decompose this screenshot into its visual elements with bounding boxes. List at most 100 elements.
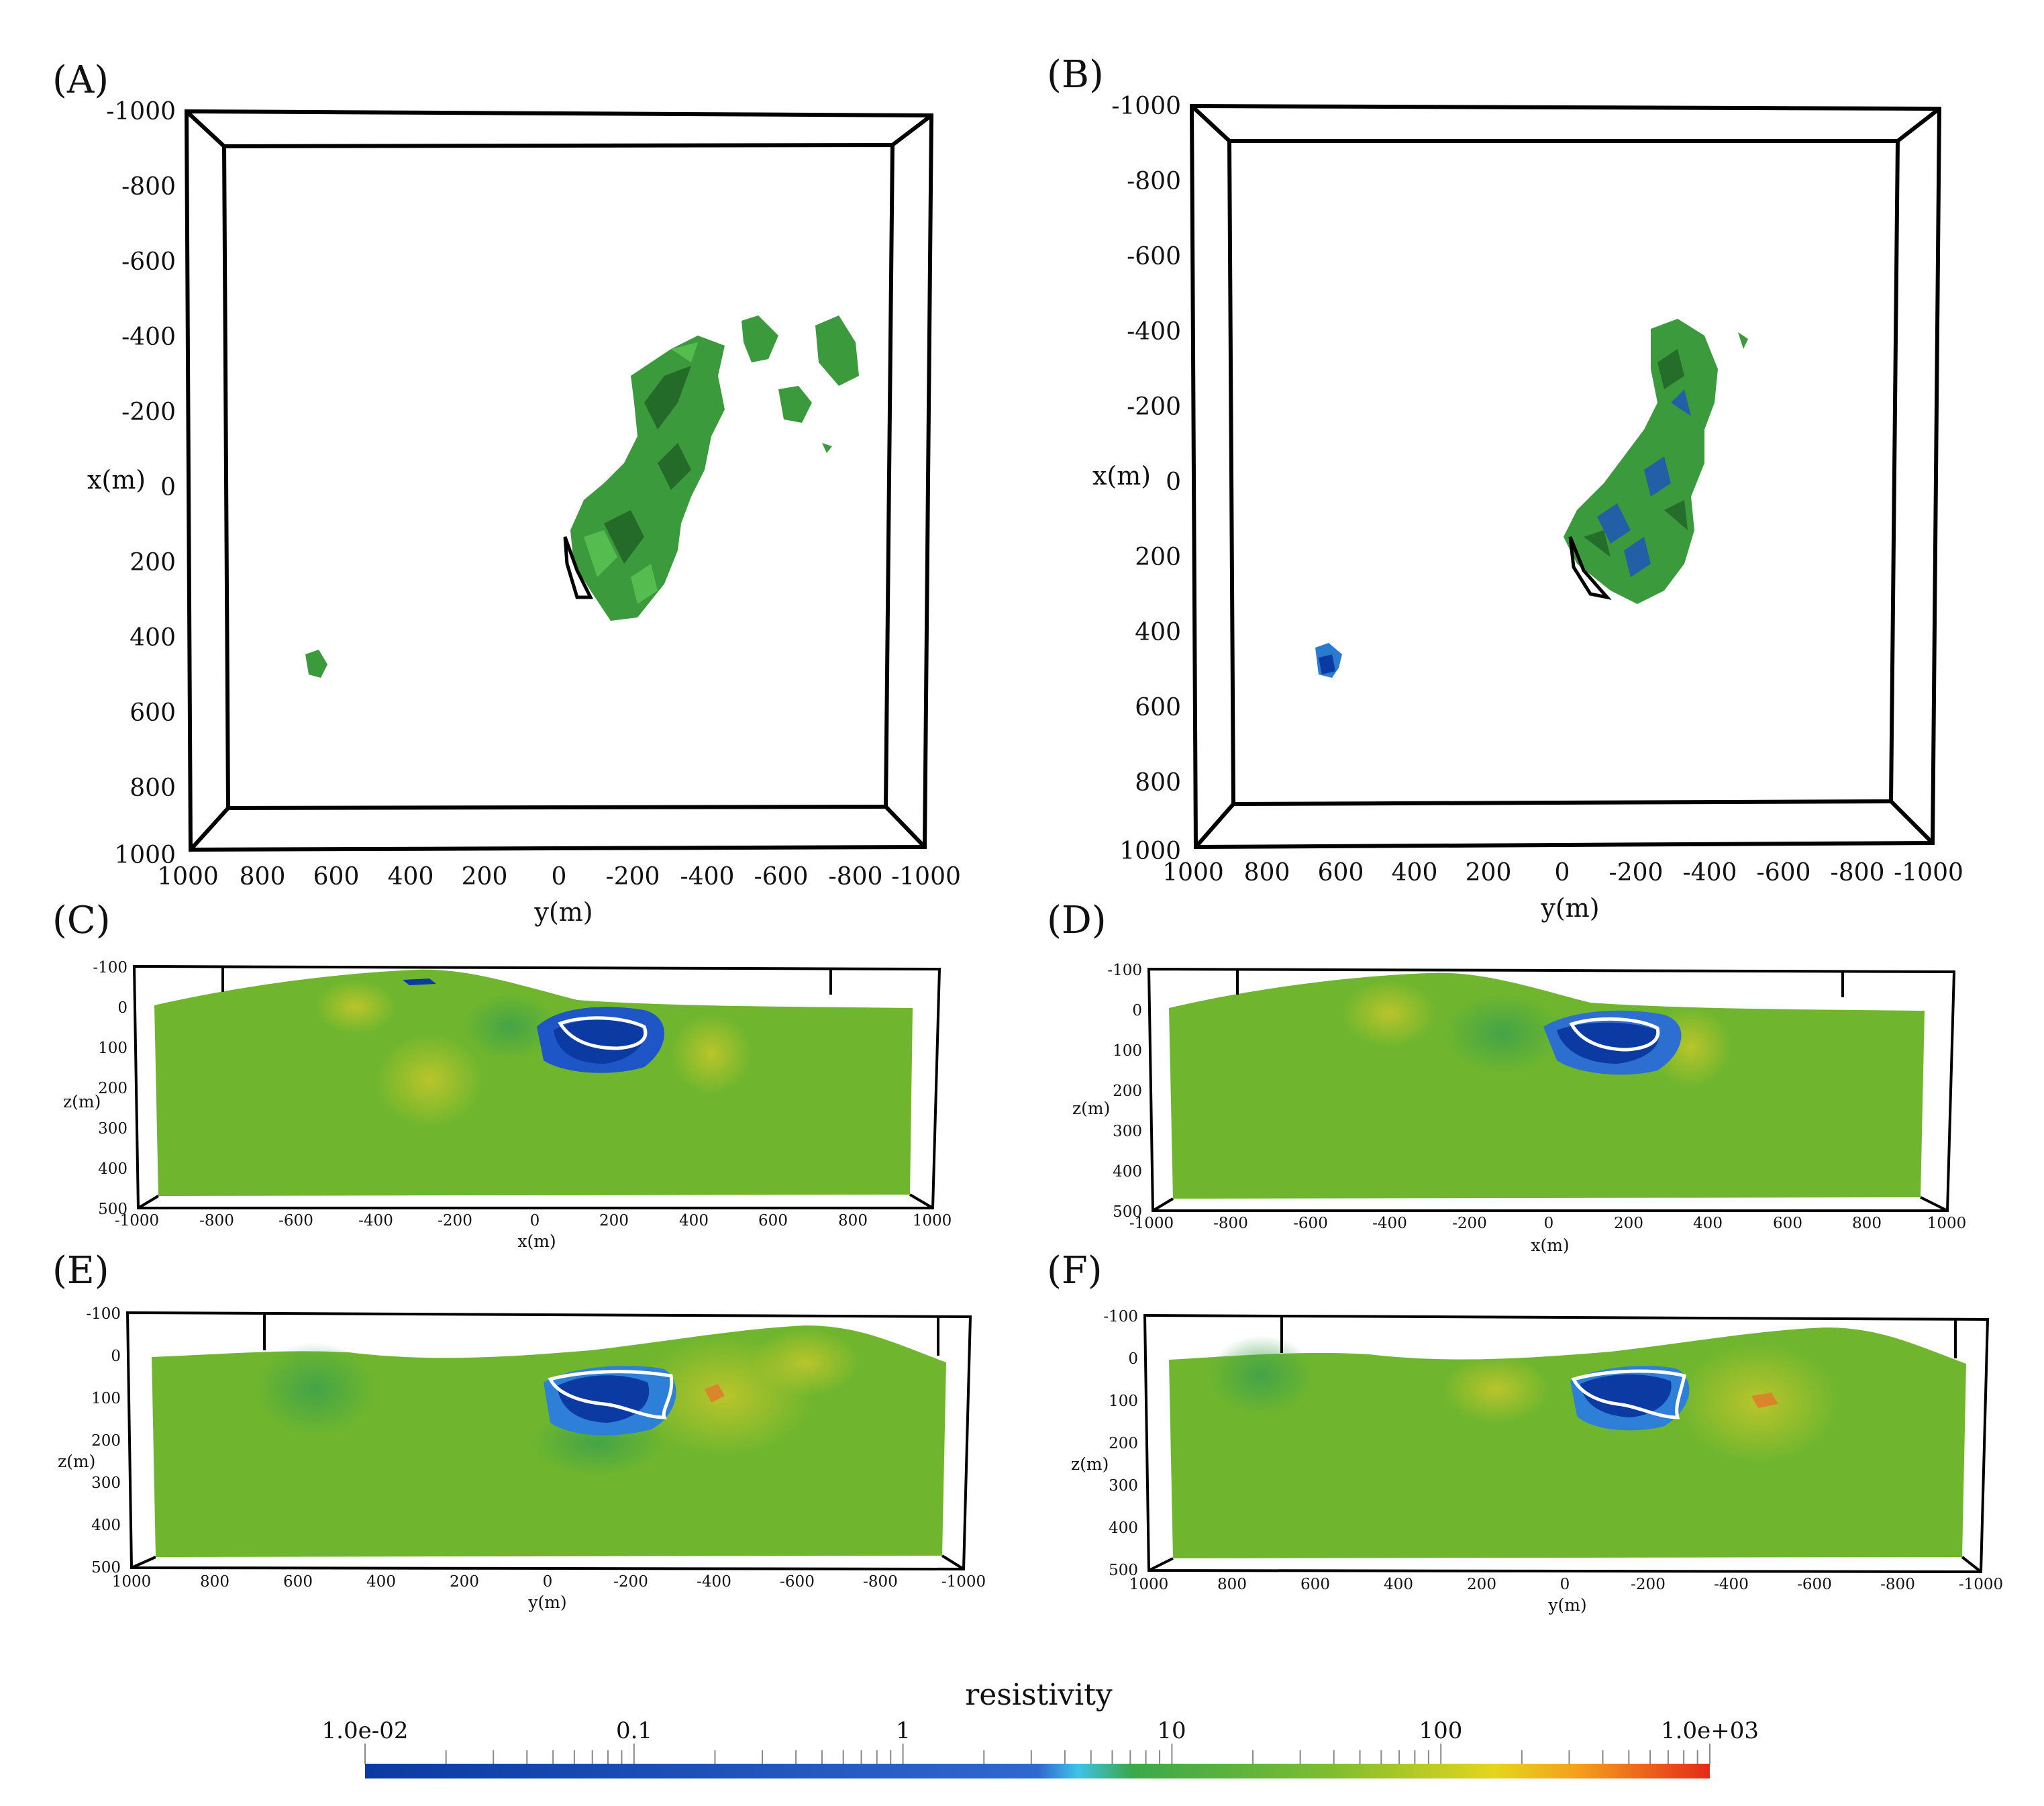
colorbar-gradient: [365, 1764, 1710, 1778]
panel-a-ytick: 400: [388, 863, 434, 891]
panel-f-htick: -800: [1880, 1576, 1915, 1593]
panel-f-label: (F): [1047, 1249, 1103, 1293]
panel-e-zlabel: z(m): [58, 1452, 95, 1471]
panel-b-label: (B): [1047, 53, 1104, 97]
panel-c-htick: 200: [599, 1212, 629, 1230]
panel-c-ztick: 100: [98, 1040, 127, 1057]
panel-b-ytick: -400: [1683, 859, 1737, 887]
colorbar-label: 1.0e+03: [1661, 1717, 1759, 1744]
panel-b-xtick: -400: [1127, 318, 1181, 346]
panel-f-htick: -1000: [1959, 1576, 2003, 1593]
panel-c-ztick: 0: [117, 999, 127, 1017]
colorbar-title: resistivity: [965, 1678, 1113, 1712]
panel-a-ytick: -1000: [891, 863, 961, 891]
colorbar-ticks: [364, 1744, 1710, 1764]
panel-c-htick: 1000: [913, 1212, 952, 1230]
panel-d-htick: -400: [1372, 1215, 1407, 1232]
panel-f-zlabel: z(m): [1071, 1454, 1109, 1474]
panel-d-haxis: -1000 -800 -600 -400 -200 0 200 400 600 …: [1129, 1215, 1966, 1255]
panel-b-ytick: -600: [1757, 859, 1811, 887]
panel-b-ytick: 0: [1555, 859, 1570, 887]
panel-e-ztick: 200: [91, 1432, 121, 1450]
panel-f-slice: [1169, 1327, 1966, 1558]
panel-f-ztick: 400: [1109, 1519, 1138, 1537]
panel-d-zaxis: -100 0 100 200 300 400 500 z(m): [1072, 962, 1142, 1221]
panel-f-ztick: 300: [1109, 1477, 1138, 1495]
panel-e-slice: [152, 1325, 946, 1557]
panel-f-htick: 600: [1300, 1576, 1330, 1593]
panel-d-box: [1147, 967, 1956, 1212]
panel-d-htick: 400: [1693, 1215, 1723, 1232]
panel-e-htick: 1000: [112, 1573, 152, 1591]
panel-f-ztick: 500: [1109, 1562, 1138, 1579]
panel-d-htick: -200: [1452, 1215, 1487, 1232]
panel-f-zaxis: -100 0 100 200 300 400 500 z(m): [1071, 1308, 1138, 1579]
panel-d-ztick: 200: [1113, 1083, 1142, 1100]
panel-e-htick: 800: [200, 1573, 229, 1591]
panel-b-xtick: -200: [1127, 393, 1181, 421]
panel-f-htick: -600: [1797, 1576, 1832, 1593]
panel-b-xtick: 1000: [1119, 838, 1181, 865]
panel-b-ytick: 200: [1466, 859, 1512, 887]
panel-f-box: [1143, 1313, 1990, 1574]
panel-f-haxis: 1000 800 600 400 200 0 -200 -400 -600 -8…: [1129, 1576, 2003, 1615]
panel-e-ztick: -100: [86, 1305, 121, 1323]
panel-e-ztick: 100: [91, 1390, 121, 1407]
panel-a-xlabel: x(m): [87, 465, 146, 495]
panel-b-ytick: -200: [1609, 859, 1664, 887]
panel-d-htick: 600: [1773, 1215, 1802, 1232]
panel-b-xtick: -600: [1127, 243, 1181, 270]
panel-d-label: (D): [1047, 899, 1107, 942]
panel-b-ytick: -1000: [1894, 859, 1963, 887]
panel-c-htick: 400: [679, 1212, 709, 1230]
panel-e-htick: -800: [863, 1573, 898, 1591]
panel-a-label: (A): [52, 58, 109, 102]
panel-a-conductor-isosurface: [305, 315, 859, 678]
panel-e-ztick: 0: [111, 1348, 121, 1365]
panel-e-zaxis: -100 0 100 200 300 400 500 z(m): [58, 1305, 121, 1576]
panel-d-htick: 800: [1852, 1215, 1882, 1232]
panel-e-box: [125, 1311, 972, 1571]
panel-a-ytick: -200: [606, 863, 660, 891]
panel-a-xtick: -200: [121, 399, 176, 426]
panel-d-htick: 0: [1544, 1215, 1554, 1232]
panel-c-ztick: 500: [98, 1201, 127, 1218]
panel-b-xtick: 200: [1135, 544, 1181, 571]
panel-b-ytick: 600: [1318, 859, 1364, 887]
colorbar: resistivity 1.0e-02 0.1 1 10 100 1.0e+03: [322, 1678, 1759, 1778]
panel-d-ztick: 0: [1132, 1002, 1142, 1019]
panel-a-ylabel: y(m): [533, 897, 593, 927]
panel-c-ztick: 300: [98, 1120, 127, 1138]
panel-f-htick: 0: [1560, 1576, 1570, 1593]
panel-c-htick: 800: [838, 1212, 868, 1230]
panel-b-xaxis: x(m) -1000 -800 -600 -400 -200 0 200 400…: [1092, 93, 1181, 865]
colorbar-label: 1: [896, 1717, 911, 1744]
panel-a-ytick: -600: [754, 863, 809, 891]
panel-e-htick: 200: [450, 1573, 479, 1591]
panel-f-htick: 200: [1467, 1576, 1496, 1593]
panel-c-ztick: -100: [93, 959, 127, 976]
panel-b-box: [1189, 103, 1942, 850]
panel-c-htick: -800: [199, 1212, 234, 1230]
panel-e-htick: -600: [780, 1573, 815, 1591]
panel-c-zlabel: z(m): [63, 1092, 101, 1111]
panel-b-yaxis: 1000 800 600 400 200 0 -200 -400 -600 -8…: [1162, 859, 1963, 923]
panel-a-yaxis: 1000 800 600 400 200 0 -200 -400 -600 -8…: [157, 863, 961, 927]
panel-d: (D) -100 0 100 200 300 400 500 z(m): [1047, 899, 1966, 1255]
panel-c: (C) -100 0 100 200 300 400 500: [52, 899, 952, 1251]
colorbar-label: 100: [1419, 1717, 1463, 1744]
panel-b-xtick: 600: [1135, 694, 1181, 721]
panel-b-ylabel: y(m): [1540, 893, 1599, 923]
panel-a-ytick: 600: [313, 863, 360, 891]
panel-a-ytick: 200: [462, 863, 508, 891]
panel-f-ztick: 100: [1109, 1393, 1138, 1410]
panel-a-xtick: 600: [130, 699, 176, 727]
panel-c-htick: -200: [438, 1212, 472, 1230]
panel-d-ztick: -100: [1107, 962, 1142, 979]
panel-a-xtick: -600: [121, 248, 176, 276]
panel-a: (A) x(m) -1000 -800 -600 -400 -200: [52, 58, 961, 927]
panel-b-ytick: 1000: [1162, 859, 1224, 887]
panel-d-htick: 1000: [1927, 1215, 1967, 1232]
panel-b: (B) x(m) -1000 -800 -600 -400 -200 0: [1047, 53, 1963, 923]
panel-b-conductor-isosurface: [1315, 319, 1748, 678]
